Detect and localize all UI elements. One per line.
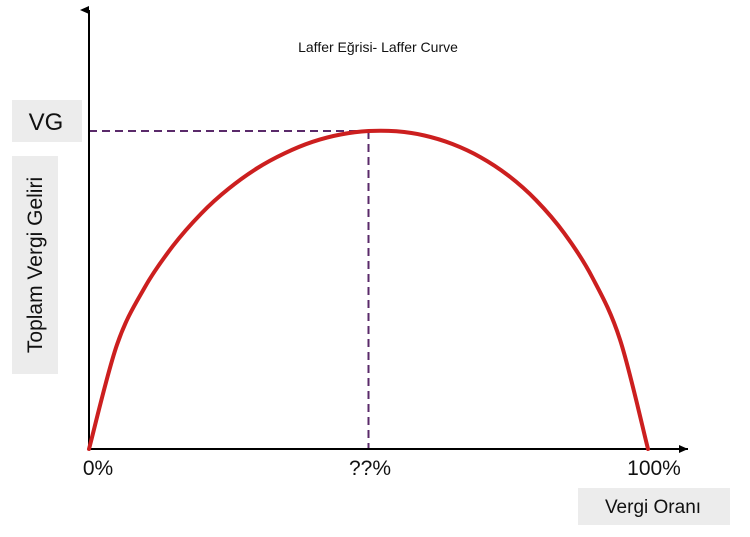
x-tick-1: ??%: [349, 457, 391, 480]
x-axis-label-box: [578, 488, 730, 525]
chart-title: Laffer Eğrisi- Laffer Curve: [298, 39, 458, 55]
y-axis-label: Toplam Vergi Geliri: [24, 177, 47, 353]
vg-label-box: [12, 100, 82, 142]
x-axis-label: Vergi Oranı: [605, 497, 701, 518]
y-tick-vg: VG: [29, 109, 64, 136]
laffer-curve-line: [87, 128, 650, 451]
y-axis-label-box: [12, 156, 58, 374]
x-tick-2: 100%: [627, 457, 681, 480]
x-tick-0: 0%: [83, 457, 113, 480]
